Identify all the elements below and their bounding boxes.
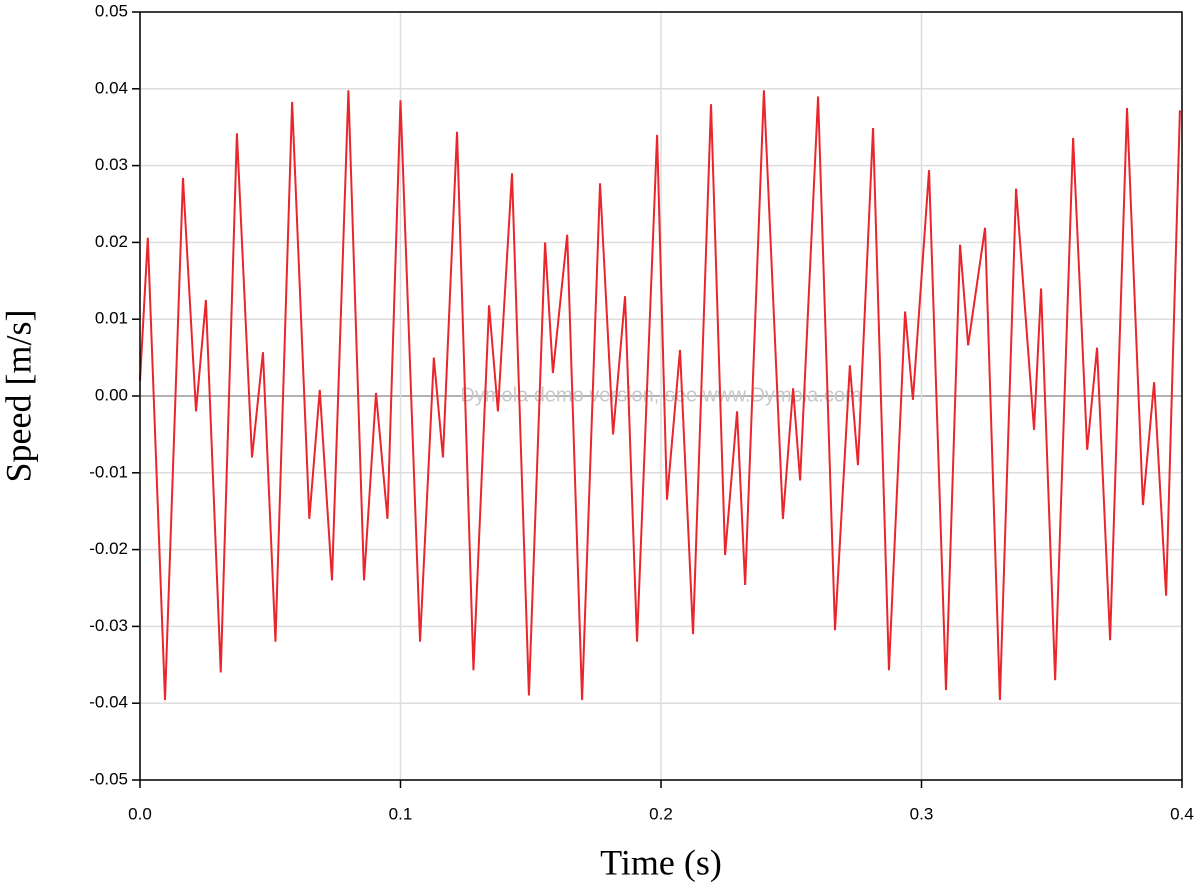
x-tick-label: 0.4 (1170, 804, 1194, 823)
x-tick-label: 0.1 (389, 804, 413, 823)
y-tick-label: 0.01 (95, 309, 128, 328)
y-tick-label: 0.05 (95, 1, 128, 20)
y-tick-label: 0.02 (95, 232, 128, 251)
y-tick-label: -0.05 (89, 769, 128, 788)
y-tick-label: -0.04 (89, 693, 128, 712)
x-tick-label: 0.3 (910, 804, 934, 823)
x-tick-label: 0.0 (128, 804, 152, 823)
data-line (139, 90, 1181, 701)
y-tick-label: -0.01 (89, 462, 128, 481)
y-tick-label: 0.04 (95, 78, 128, 97)
plot-frame (139, 11, 1183, 781)
y-tick-label: 0.00 (95, 385, 128, 404)
y-tick-label: -0.03 (89, 616, 128, 635)
y-axis-title: Speed [m/s] (0, 310, 38, 483)
y-tick-label: -0.02 (89, 539, 128, 558)
x-tick-label: 0.2 (649, 804, 673, 823)
watermark: Dymola demo version, see www.Dymola.com (460, 384, 861, 406)
x-axis-title: Time (s) (600, 842, 722, 882)
y-tick-label: 0.03 (95, 155, 128, 174)
